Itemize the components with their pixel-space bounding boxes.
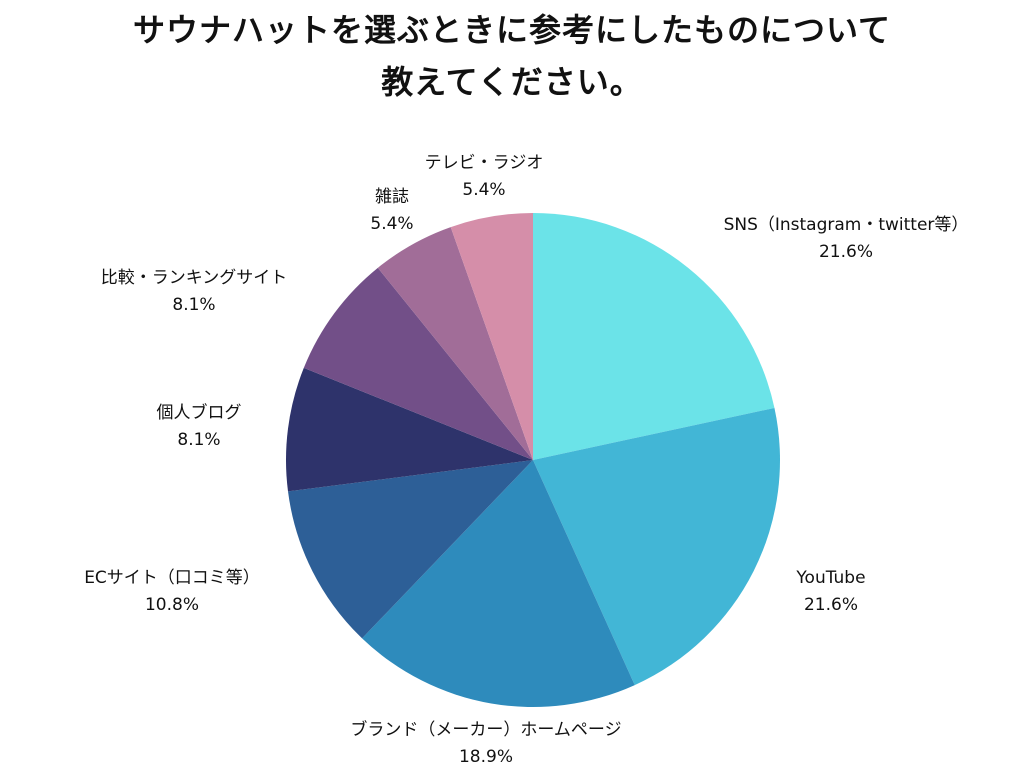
pie-slice-6 — [303, 267, 533, 460]
slice-category-label-7: 雑誌 — [375, 187, 409, 207]
slice-category-label-5: 個人ブログ — [157, 402, 242, 423]
pie-slice-7 — [377, 227, 533, 460]
slice-category-label-3: ブランド（メーカー）ホームページ — [350, 719, 621, 740]
slice-category-label-4: ECサイト（口コミ等） — [84, 568, 260, 588]
pie-slice-1 — [533, 213, 775, 460]
slice-value-label-6: 8.1% — [172, 295, 215, 315]
slice-value-label-1: 21.6% — [819, 242, 873, 262]
slice-category-label-2: YouTube — [795, 568, 865, 588]
chart-title-line-2: 教えてください。 — [381, 63, 643, 101]
pie-slice-5 — [285, 367, 533, 492]
slice-category-label-1: SNS（Instagram・twitter等） — [724, 215, 969, 235]
pie-slice-2 — [533, 407, 781, 686]
slice-value-label-4: 10.8% — [145, 595, 199, 615]
slice-category-label-8: テレビ・ラジオ — [425, 153, 544, 173]
pie-slice-8 — [450, 213, 533, 460]
pie-slice-3 — [362, 460, 635, 707]
pie-slice-4 — [288, 460, 533, 639]
chart-title: サウナハットを選ぶときに参考にしたものについて 教えてください。 — [0, 4, 1024, 108]
slice-value-label-5: 8.1% — [177, 430, 220, 450]
slice-value-label-2: 21.6% — [804, 595, 858, 615]
chart-title-line-1: サウナハットを選ぶときに参考にしたものについて — [132, 11, 892, 49]
slice-value-label-3: 18.9% — [459, 747, 513, 767]
slice-value-label-8: 5.4% — [462, 180, 505, 200]
slice-value-label-7: 5.4% — [370, 214, 413, 234]
slice-category-label-6: 比較・ランキングサイト — [101, 268, 288, 288]
